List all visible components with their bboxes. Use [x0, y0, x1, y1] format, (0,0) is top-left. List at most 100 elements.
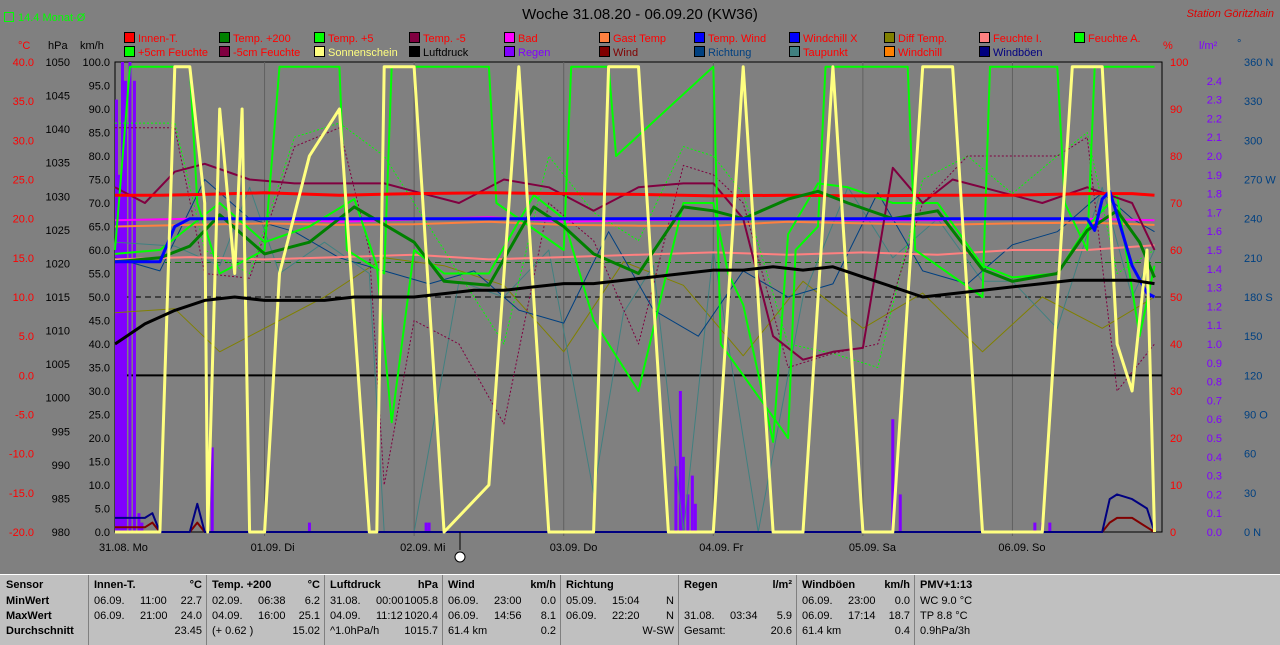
- kmh-tick-label: 40.0: [89, 339, 110, 351]
- legend-item-windb-en[interactable]: Windböen: [979, 46, 1043, 59]
- legend-label: Regen: [518, 47, 551, 59]
- stats-value: 15.02: [292, 625, 320, 637]
- rain-tick-label: 1.9: [1207, 170, 1222, 182]
- percent-tick-label: 30: [1170, 386, 1182, 398]
- rain-tick-label: 2.2: [1207, 113, 1222, 125]
- hpa-tick-label: 1015: [46, 292, 70, 304]
- stats-time: 16:00: [258, 610, 286, 622]
- direction-unit-label: °: [1237, 38, 1242, 50]
- stats-time: 22:20: [612, 610, 640, 622]
- direction-tick-label: 30: [1244, 488, 1256, 500]
- series-line-luftdruck: [114, 265, 1155, 346]
- direction-tick-label: 0 N: [1244, 527, 1261, 539]
- stats-date: 06.09.: [802, 595, 833, 607]
- legend-item-temp-5[interactable]: Temp. -5: [409, 32, 466, 45]
- rain-bar: [427, 522, 431, 532]
- kmh-unit-label: km/h: [80, 40, 104, 52]
- legend-item-windchill[interactable]: Windchill: [884, 46, 942, 59]
- legend-item-temp-wind[interactable]: Temp. Wind: [694, 32, 766, 45]
- stats-header: Windböen: [802, 579, 856, 591]
- hpa-tick-label: 1025: [46, 225, 70, 237]
- rain-tick-label: 2.4: [1207, 76, 1222, 88]
- legend-item-sonnenschein[interactable]: Sonnenschein: [314, 46, 398, 59]
- stats-date: WC 9.0 °C: [920, 595, 973, 607]
- kmh-tick-label: 30.0: [89, 386, 110, 398]
- kmh-tick-label: 80.0: [89, 151, 110, 163]
- rain-tick-label: 2.0: [1207, 151, 1222, 163]
- legend-item-temp-200[interactable]: Temp. +200: [219, 32, 291, 45]
- legend-label: Temp. -5: [423, 33, 466, 45]
- stats-unit: °C: [189, 579, 202, 591]
- stats-time: 03:34: [730, 610, 758, 622]
- stats-date: 04.09.: [212, 610, 243, 622]
- legend-item-windchill-x[interactable]: Windchill X: [789, 32, 857, 45]
- series-line-temp-200: [114, 189, 1156, 287]
- kmh-tick-label: 15.0: [89, 457, 110, 469]
- hpa-tick-label: 1045: [46, 91, 70, 103]
- legend-label: Sonnenschein: [328, 47, 398, 59]
- stats-value: 22.7: [180, 595, 202, 607]
- hpa-tick-label: 985: [52, 493, 70, 505]
- rain-bar: [120, 62, 124, 532]
- stats-time: 06:38: [258, 595, 286, 607]
- legend-item-temp-5[interactable]: Temp. +5: [314, 32, 374, 45]
- temp-tick-label: 25.0: [13, 175, 34, 187]
- percent-tick-label: 20: [1170, 433, 1182, 445]
- legend-item-bad[interactable]: Bad: [504, 32, 538, 45]
- kmh-tick-label: 60.0: [89, 245, 110, 257]
- legend-item-innen-t[interactable]: Innen-T.: [124, 32, 178, 45]
- kmh-tick-label: 70.0: [89, 198, 110, 210]
- legend-item-5cm-feuchte[interactable]: +5cm Feuchte: [124, 46, 208, 59]
- rain-bar: [690, 475, 694, 532]
- series-line-5cm-feuchte: [115, 122, 1155, 368]
- stats-time: 11:12: [376, 610, 403, 622]
- legend-swatch: [694, 32, 705, 43]
- legend-label: -5cm Feuchte: [233, 47, 301, 59]
- temp-tick-label: 30.0: [13, 135, 34, 147]
- legend-item-regen[interactable]: Regen: [504, 46, 550, 59]
- legend-item-gast-temp[interactable]: Gast Temp: [599, 32, 666, 45]
- hpa-tick-label: 1050: [46, 57, 70, 69]
- checkbox-icon[interactable]: [4, 12, 14, 22]
- direction-tick-label: 360 N: [1244, 57, 1273, 69]
- legend-item-luftdruck[interactable]: Luftdruck: [409, 46, 468, 59]
- temp-tick-label: 10.0: [13, 292, 34, 304]
- stats-value: 23.45: [174, 625, 202, 637]
- legend-item-feuchte-a[interactable]: Feuchte A.: [1074, 32, 1141, 45]
- kmh-tick-label: 45.0: [89, 316, 110, 328]
- legend-label: +5cm Feuchte: [138, 47, 209, 59]
- legend-item-diff-temp[interactable]: Diff Temp.: [884, 32, 947, 45]
- temp-tick-label: 15.0: [13, 253, 34, 265]
- stats-value: 0.4: [894, 625, 910, 637]
- temp-tick-label: -10.0: [9, 449, 34, 461]
- legend-item-feuchte-i[interactable]: Feuchte I.: [979, 32, 1042, 45]
- legend-swatch: [124, 32, 135, 43]
- rain-bar: [137, 513, 141, 532]
- x-tick-label: 05.09. Sa: [849, 542, 897, 554]
- legend-label: Taupunkt: [803, 47, 848, 59]
- legend-item-taupunkt[interactable]: Taupunkt: [789, 46, 848, 59]
- legend-item-5cm-feuchte[interactable]: -5cm Feuchte: [219, 46, 300, 59]
- hpa-tick-label: 1040: [46, 124, 70, 136]
- hpa-tick-label: 995: [52, 426, 70, 438]
- rain-bar: [681, 456, 685, 532]
- legend-swatch: [504, 32, 515, 43]
- stats-unit: hPa: [417, 579, 438, 591]
- legend-item-richtung[interactable]: Richtung: [694, 46, 751, 59]
- legend-item-wind[interactable]: Wind: [599, 46, 638, 59]
- stats-date: 06.09.: [94, 595, 125, 607]
- series-line-temp-wind: [115, 189, 1156, 299]
- kmh-tick-label: 20.0: [89, 433, 110, 445]
- stats-date: 31.08.: [330, 595, 361, 607]
- kmh-tick-label: 50.0: [89, 292, 110, 304]
- direction-tick-label: 150: [1244, 331, 1262, 343]
- time-marker-handle[interactable]: [454, 551, 466, 563]
- rain-tick-label: 0.3: [1207, 471, 1222, 483]
- monthly-average-indicator[interactable]: 14.4 Monat-Ø: [4, 12, 85, 24]
- rain-tick-label: 0.5: [1207, 433, 1222, 445]
- legend-swatch: [599, 46, 610, 57]
- temp-tick-label: 20.0: [13, 214, 34, 226]
- legend-swatch: [1074, 32, 1085, 43]
- legend-swatch: [504, 46, 515, 57]
- rain-tick-label: 2.1: [1207, 132, 1222, 144]
